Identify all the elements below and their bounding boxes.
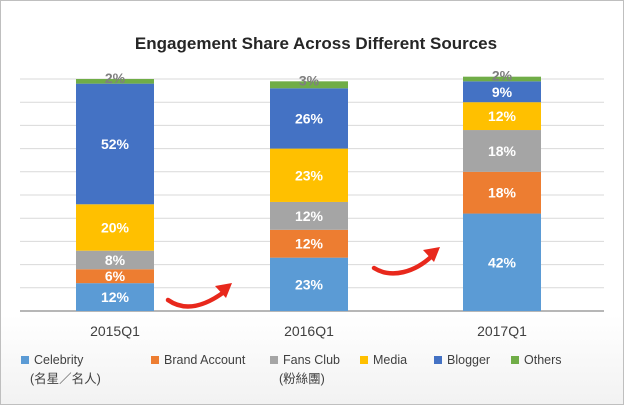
bar-segment [270, 81, 348, 89]
data-label: 23% [295, 167, 324, 183]
red-curved-arrow [165, 283, 232, 309]
legend-item: Blogger [434, 353, 490, 367]
data-label: 12% [295, 208, 324, 224]
legend-label: Fans Club [283, 353, 340, 367]
data-label: 26% [295, 110, 324, 126]
data-label: 12% [101, 289, 130, 305]
red-curved-arrow [371, 247, 440, 276]
trend-arrows [165, 247, 440, 309]
legend-swatch [511, 356, 519, 364]
legend-swatch [21, 356, 29, 364]
legend-label-subtitle: (粉絲團) [279, 371, 325, 386]
data-label: 52% [101, 136, 130, 152]
legend-label-subtitle: (名星／名人) [30, 371, 101, 386]
legend-item: Media [360, 353, 407, 367]
bars: 12% 6%8% 20% 52% 2% 23% 12% 12% 23% 26% 3% 42% 18% 18… [76, 68, 541, 311]
legend-swatch [270, 356, 278, 364]
data-label: 2% [105, 70, 126, 86]
legend: Celebrity (名星／名人) Brand Account Fans Club (粉… [21, 353, 562, 386]
bar-segment [463, 102, 541, 131]
data-label: 3% [299, 72, 320, 88]
bar-segment [76, 283, 154, 311]
bar-segment [76, 79, 154, 84]
bar-segment [463, 130, 541, 172]
legend-item: Celebrity (名星／名人) [21, 353, 101, 386]
x-tick-label: 2016Q1 [284, 323, 334, 339]
bar-segment [270, 257, 348, 311]
data-label: 6% [105, 268, 126, 284]
data-label: 42% [488, 254, 517, 270]
bar-segment [270, 88, 348, 149]
bar-segment [76, 204, 154, 251]
legend-label: Brand Account [164, 353, 246, 367]
bar-segment [463, 76, 541, 82]
legend-label: Media [373, 353, 407, 367]
legend-item: Brand Account [151, 353, 246, 367]
legend-item: Fans Club (粉絲團) [270, 353, 340, 386]
data-label: 20% [101, 219, 130, 235]
chart-title: Engagement Share Across Different Source… [135, 34, 497, 53]
data-label: 8% [105, 252, 126, 268]
legend-label: Celebrity [34, 353, 84, 367]
legend-item: Others [511, 353, 562, 367]
bar-segment [76, 269, 154, 284]
x-tick-label: 2017Q1 [477, 323, 527, 339]
legend-swatch [434, 356, 442, 364]
bar-segment [463, 171, 541, 214]
bar-segment [463, 81, 541, 103]
bar-segment [270, 229, 348, 258]
data-label: 18% [488, 143, 517, 159]
bar-segment [76, 250, 154, 270]
legend-swatch [360, 356, 368, 364]
data-label: 2% [492, 68, 513, 84]
bar-segment [270, 201, 348, 230]
data-label: 12% [488, 108, 517, 124]
bar-segment [270, 148, 348, 202]
bar-segment [76, 83, 154, 205]
bar-segment [463, 213, 541, 311]
data-label: 18% [488, 185, 517, 201]
legend-swatch [151, 356, 159, 364]
data-label: 9% [492, 84, 513, 100]
data-label: 23% [295, 276, 324, 292]
data-label: 12% [295, 236, 324, 252]
x-tick-label: 2015Q1 [90, 323, 140, 339]
x-axis: 2015Q1 2016Q1 2017Q1 [90, 323, 527, 339]
legend-label: Others [524, 353, 562, 367]
legend-label: Blogger [447, 353, 490, 367]
